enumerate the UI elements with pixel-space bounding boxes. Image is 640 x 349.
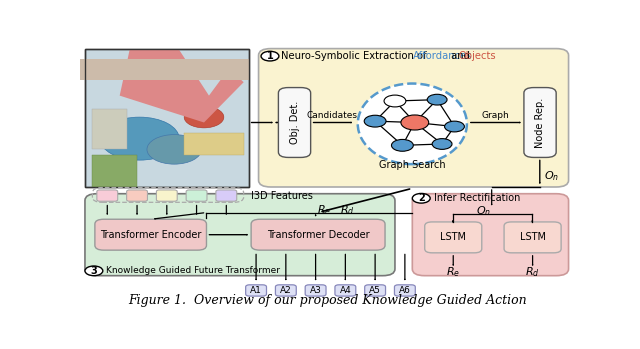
Bar — [92, 109, 127, 149]
Text: $R_d$: $R_d$ — [340, 203, 355, 217]
Text: A3: A3 — [310, 286, 321, 295]
Bar — [85, 49, 248, 187]
FancyBboxPatch shape — [524, 88, 556, 157]
Circle shape — [364, 115, 386, 127]
Text: A4: A4 — [339, 286, 351, 295]
Bar — [184, 133, 244, 155]
FancyBboxPatch shape — [259, 49, 568, 187]
Text: $R_e$: $R_e$ — [446, 265, 460, 279]
FancyBboxPatch shape — [412, 194, 568, 276]
FancyBboxPatch shape — [425, 222, 482, 253]
FancyBboxPatch shape — [216, 190, 237, 201]
FancyBboxPatch shape — [186, 190, 207, 201]
FancyBboxPatch shape — [95, 219, 207, 250]
Circle shape — [392, 140, 413, 151]
FancyBboxPatch shape — [365, 285, 385, 296]
Text: and: and — [448, 51, 473, 61]
Text: 2: 2 — [418, 193, 424, 203]
FancyBboxPatch shape — [156, 190, 177, 201]
Text: Knowledge Guided Future Transformer: Knowledge Guided Future Transformer — [106, 266, 280, 275]
FancyBboxPatch shape — [97, 190, 118, 201]
Circle shape — [428, 94, 447, 105]
Text: I3D Features: I3D Features — [251, 191, 313, 201]
FancyBboxPatch shape — [127, 190, 147, 201]
Text: Transformer Encoder: Transformer Encoder — [100, 230, 202, 240]
Text: 3: 3 — [90, 266, 97, 276]
FancyBboxPatch shape — [305, 285, 326, 296]
Circle shape — [100, 117, 179, 160]
Text: $R_e$: $R_e$ — [317, 203, 332, 217]
Text: Affordances: Affordances — [413, 51, 473, 61]
FancyBboxPatch shape — [275, 285, 296, 296]
Text: Figure 1.  Overview of our proposed Knowledge Guided Action: Figure 1. Overview of our proposed Knowl… — [129, 294, 527, 306]
Text: Candidates: Candidates — [307, 111, 358, 120]
Circle shape — [412, 193, 430, 203]
Text: Neuro-Symbolic Extraction of: Neuro-Symbolic Extraction of — [281, 51, 429, 61]
Text: Obj. Det.: Obj. Det. — [289, 101, 300, 144]
Circle shape — [85, 266, 103, 276]
Circle shape — [147, 135, 202, 164]
Text: 1: 1 — [267, 51, 273, 61]
Circle shape — [184, 106, 224, 128]
Circle shape — [432, 139, 452, 149]
Circle shape — [384, 95, 406, 107]
Text: Graph Search: Graph Search — [379, 161, 445, 171]
Polygon shape — [120, 50, 244, 122]
Text: $O_n$: $O_n$ — [476, 204, 491, 218]
Text: LSTM: LSTM — [440, 232, 466, 243]
Text: Graph: Graph — [482, 111, 509, 120]
Bar — [92, 155, 137, 187]
Bar — [80, 59, 249, 80]
FancyBboxPatch shape — [251, 219, 385, 250]
Text: Infer Rectification: Infer Rectification — [434, 193, 520, 203]
Text: LSTM: LSTM — [520, 232, 545, 243]
FancyBboxPatch shape — [335, 285, 356, 296]
Circle shape — [401, 115, 429, 130]
FancyBboxPatch shape — [246, 285, 266, 296]
Text: $O_n$: $O_n$ — [544, 169, 559, 183]
Text: A2: A2 — [280, 286, 292, 295]
Ellipse shape — [358, 83, 467, 164]
FancyBboxPatch shape — [85, 194, 395, 276]
Text: A1: A1 — [250, 286, 262, 295]
Bar — [85, 49, 248, 187]
Text: $R_d$: $R_d$ — [525, 265, 540, 279]
Text: Transformer Decoder: Transformer Decoder — [267, 230, 369, 240]
Text: A6: A6 — [399, 286, 411, 295]
FancyBboxPatch shape — [504, 222, 561, 253]
Text: Objects: Objects — [458, 51, 496, 61]
Text: A5: A5 — [369, 286, 381, 295]
FancyBboxPatch shape — [278, 88, 310, 157]
Circle shape — [445, 121, 465, 132]
Text: Node Rep.: Node Rep. — [535, 97, 545, 148]
FancyBboxPatch shape — [394, 285, 415, 296]
Circle shape — [261, 51, 279, 61]
